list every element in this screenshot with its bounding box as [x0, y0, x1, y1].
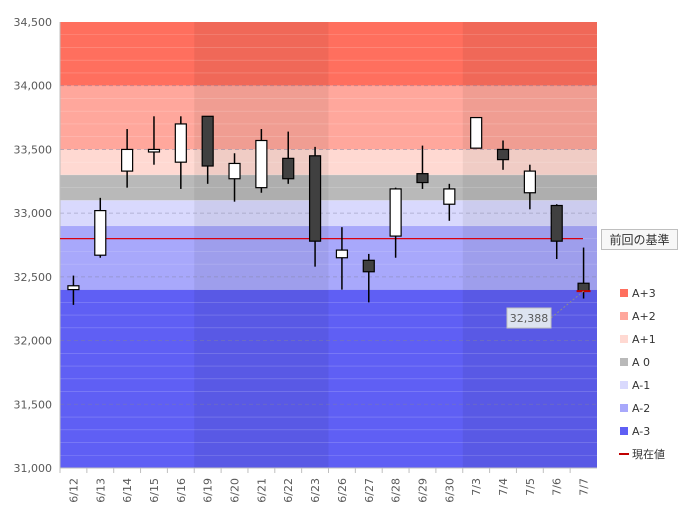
- y-tick-label: 32,500: [14, 271, 53, 284]
- x-tick-label: 6/12: [67, 478, 80, 503]
- x-tick-label: 7/3: [470, 478, 483, 496]
- x-tick-label: 6/28: [390, 478, 403, 503]
- legend-swatch: [620, 381, 628, 389]
- legend-swatch: [620, 335, 628, 343]
- candle-body: [416, 173, 429, 184]
- candle-body: [228, 162, 241, 180]
- candle-body: [389, 188, 402, 237]
- x-tick-label: 6/20: [229, 478, 242, 503]
- candle-body: [67, 285, 80, 291]
- current-value-box: [506, 307, 552, 329]
- candle-body: [577, 282, 590, 292]
- y-tick-label: 34,500: [14, 16, 53, 29]
- week-shade: [462, 22, 597, 468]
- candle: [121, 129, 134, 188]
- y-tick-label: 33,500: [14, 143, 53, 156]
- candle: [443, 183, 456, 221]
- legend-swatch: [620, 358, 628, 366]
- x-tick-label: 6/16: [175, 478, 188, 503]
- legend-label: A-2: [632, 402, 650, 415]
- candle: [67, 275, 80, 305]
- candle: [282, 131, 295, 184]
- x-tick-label: 6/14: [121, 478, 134, 503]
- candle-body: [335, 249, 349, 259]
- legend-label: A-3: [632, 425, 650, 438]
- candle-body: [308, 155, 322, 242]
- x-tick-label: 6/15: [148, 478, 161, 503]
- band-A0: [60, 174, 597, 201]
- candle: [201, 115, 214, 184]
- x-tick-label: 6/13: [94, 478, 107, 503]
- candle: [174, 116, 187, 189]
- x-tick-label: 7/7: [578, 478, 591, 496]
- legend-label: A+1: [632, 333, 656, 346]
- y-tick-label: 34,000: [14, 80, 53, 93]
- y-tick-label: 32,000: [14, 335, 53, 348]
- band-Ap3: [60, 22, 597, 86]
- legend-swatch: [620, 404, 628, 412]
- x-tick-label: 6/30: [443, 478, 456, 503]
- legend-label: 現在値: [632, 448, 665, 461]
- legend-label: A+2: [632, 310, 656, 323]
- candle: [362, 253, 375, 303]
- candle: [496, 140, 510, 170]
- candle-body: [496, 148, 510, 161]
- baseline-label: 前回の基準: [601, 229, 678, 250]
- candle: [416, 145, 429, 189]
- candle: [523, 164, 536, 210]
- candle: [147, 116, 161, 165]
- x-tick-label: 6/21: [255, 478, 268, 503]
- candle-body: [470, 116, 483, 149]
- candle-body: [121, 148, 134, 172]
- candle: [228, 153, 241, 202]
- current-value-label: 32,388: [510, 312, 549, 325]
- y-tick-label: 33,000: [14, 207, 53, 220]
- candle: [550, 204, 563, 260]
- candle-body: [443, 188, 456, 205]
- candle: [255, 129, 268, 193]
- band-Am2: [60, 225, 597, 290]
- x-tick-label: 6/23: [309, 478, 322, 503]
- candle-body: [94, 209, 107, 256]
- candle: [308, 146, 322, 267]
- legend-label: A 0: [632, 356, 650, 369]
- candle-body: [201, 115, 214, 167]
- candle: [94, 197, 107, 258]
- x-tick-label: 7/5: [524, 478, 537, 496]
- candle-body: [362, 259, 375, 273]
- legend-swatch: [620, 289, 628, 297]
- y-tick-label: 31,500: [14, 398, 53, 411]
- legend-swatch: [620, 427, 628, 435]
- x-tick-label: 7/4: [497, 478, 510, 496]
- candle-body: [174, 123, 187, 163]
- candle: [389, 187, 402, 258]
- legend-swatch: [620, 312, 628, 320]
- band-Ap2: [60, 85, 597, 150]
- candle-body: [282, 157, 295, 180]
- candle-body: [147, 148, 161, 153]
- x-tick-label: 7/6: [551, 478, 564, 496]
- legend-label: A+3: [632, 287, 656, 300]
- x-tick-label: 6/26: [336, 478, 349, 503]
- week-shade: [194, 22, 329, 468]
- x-tick-label: 6/29: [416, 478, 429, 503]
- legend-label: A-1: [632, 379, 650, 392]
- candle-body: [255, 139, 268, 189]
- x-tick-label: 6/22: [282, 478, 295, 503]
- candle-body: [550, 204, 563, 242]
- x-tick-label: 6/19: [202, 478, 215, 503]
- candle: [335, 227, 349, 290]
- candle: [470, 116, 483, 149]
- current-value-leader: [550, 290, 584, 319]
- candle-body: [523, 170, 536, 194]
- y-tick-label: 31,000: [14, 462, 53, 475]
- x-tick-label: 6/27: [363, 478, 376, 503]
